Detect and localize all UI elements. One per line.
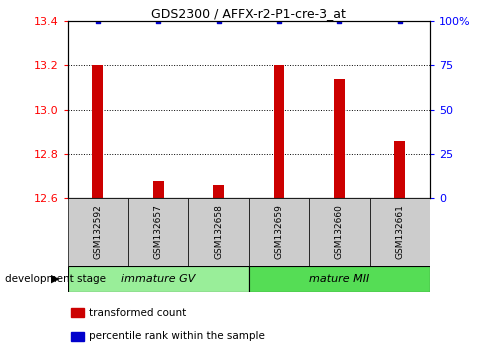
Text: immature GV: immature GV bbox=[121, 274, 196, 284]
Point bbox=[214, 18, 222, 24]
Bar bbox=[188, 198, 248, 266]
Point bbox=[154, 18, 162, 24]
Text: GSM132658: GSM132658 bbox=[214, 204, 223, 259]
Bar bbox=[274, 65, 284, 198]
Bar bbox=[68, 198, 128, 266]
Bar bbox=[394, 141, 405, 198]
Point bbox=[396, 18, 404, 24]
Text: GSM132657: GSM132657 bbox=[154, 204, 162, 259]
Text: mature MII: mature MII bbox=[309, 274, 370, 284]
Bar bbox=[152, 181, 164, 198]
Text: percentile rank within the sample: percentile rank within the sample bbox=[89, 331, 265, 341]
Point bbox=[275, 18, 283, 24]
Text: transformed count: transformed count bbox=[89, 308, 186, 318]
Bar bbox=[71, 332, 84, 341]
Text: GSM132592: GSM132592 bbox=[93, 205, 102, 259]
Bar bbox=[128, 198, 188, 266]
Text: development stage: development stage bbox=[5, 274, 106, 284]
Text: GSM132660: GSM132660 bbox=[335, 204, 344, 259]
Point bbox=[336, 18, 344, 24]
Bar bbox=[334, 79, 345, 198]
Point bbox=[94, 18, 102, 24]
Bar bbox=[213, 185, 224, 198]
Bar bbox=[249, 198, 309, 266]
Bar bbox=[370, 198, 430, 266]
Title: GDS2300 / AFFX-r2-P1-cre-3_at: GDS2300 / AFFX-r2-P1-cre-3_at bbox=[152, 7, 346, 20]
Bar bbox=[92, 65, 103, 198]
Bar bbox=[249, 266, 430, 292]
Text: ▶: ▶ bbox=[51, 274, 60, 284]
Bar bbox=[68, 266, 249, 292]
Text: GSM132659: GSM132659 bbox=[274, 204, 283, 259]
Bar bbox=[309, 198, 370, 266]
Bar bbox=[71, 308, 84, 317]
Text: GSM132661: GSM132661 bbox=[396, 204, 404, 259]
